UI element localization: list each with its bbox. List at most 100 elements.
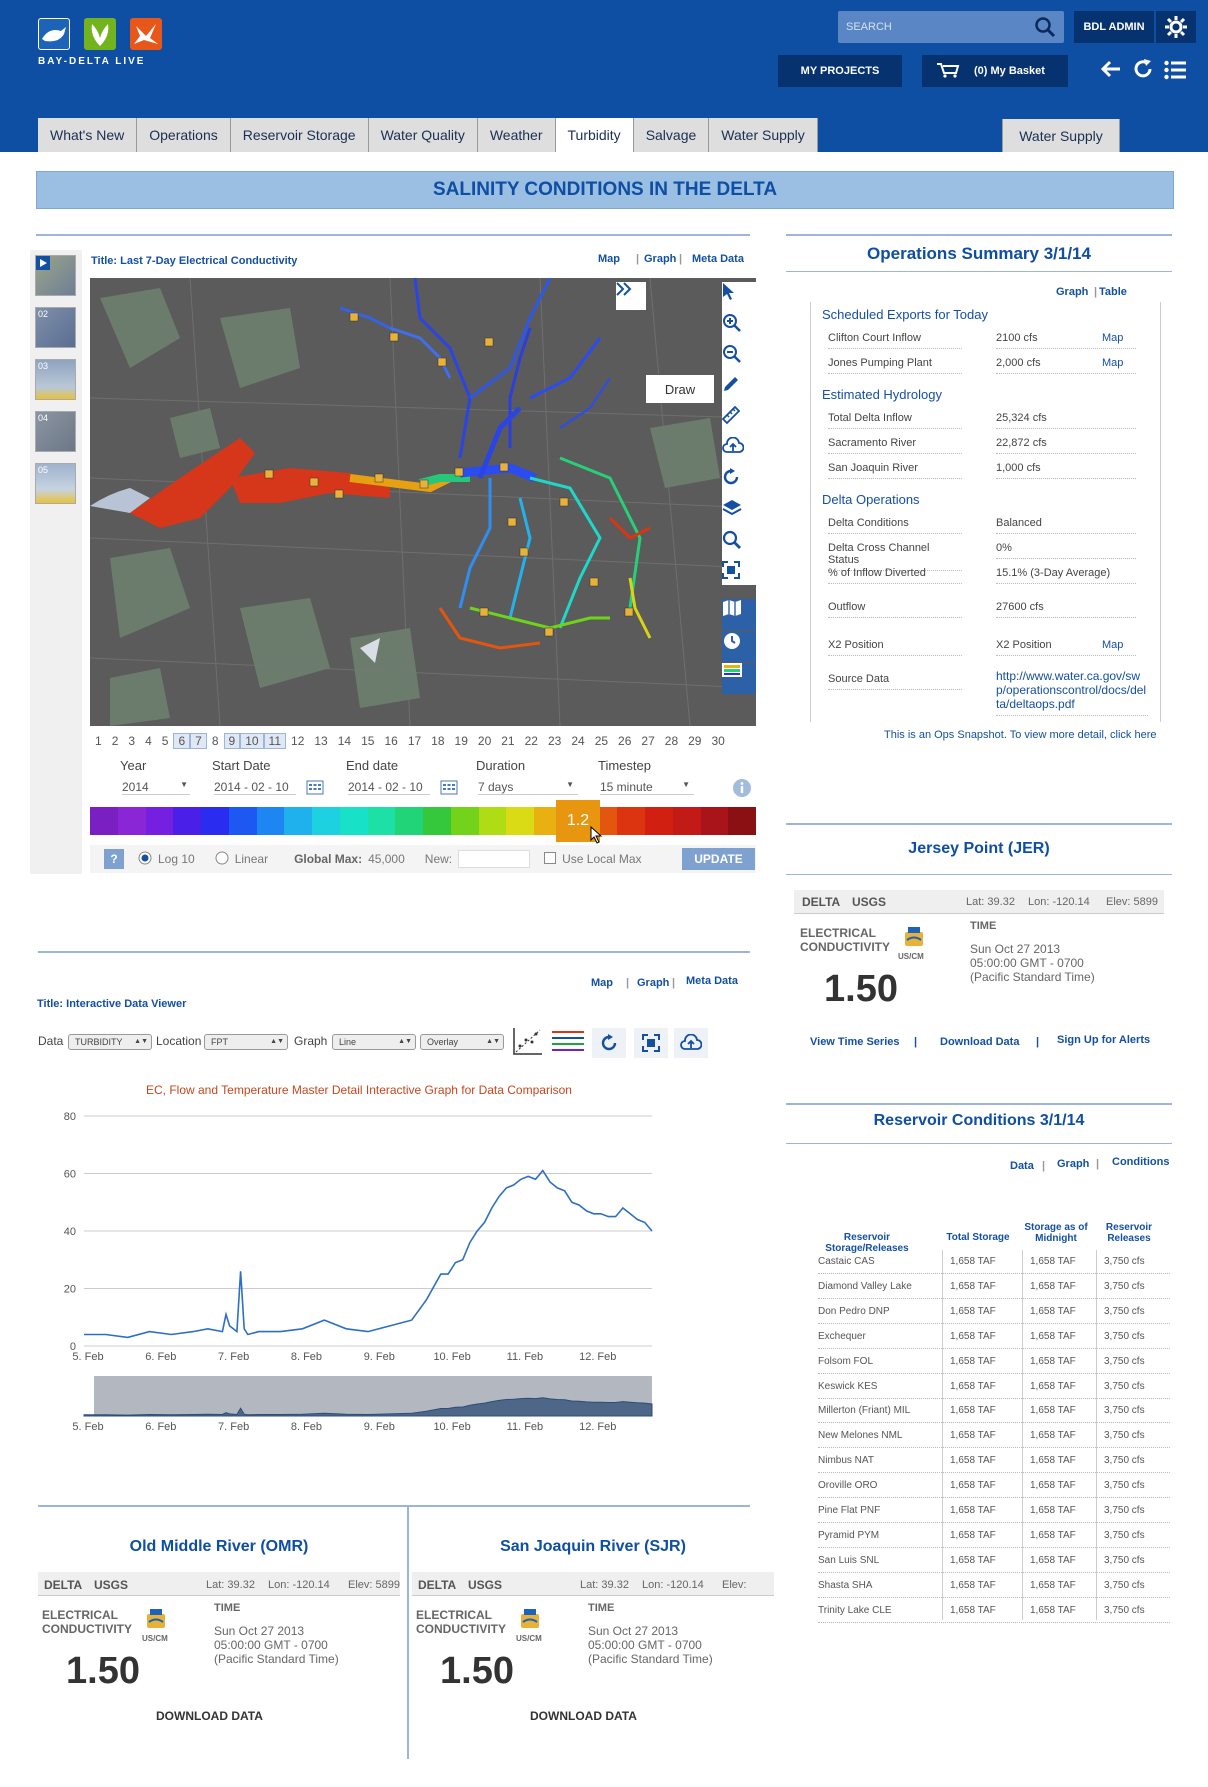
my-projects-button[interactable]: MY PROJECTS xyxy=(778,55,902,87)
cloud-upload-icon[interactable] xyxy=(674,1028,708,1058)
day-10[interactable]: 10 xyxy=(240,733,264,749)
update-button[interactable]: UPDATE xyxy=(682,848,755,870)
day-8[interactable]: 8 xyxy=(211,734,219,748)
cloud-upload-icon[interactable] xyxy=(722,437,756,468)
series-lines-icon[interactable] xyxy=(550,1028,586,1061)
color-step[interactable] xyxy=(117,807,146,835)
color-step[interactable] xyxy=(478,807,507,835)
reservoir-graph-link[interactable]: Graph xyxy=(1057,1158,1090,1170)
tab-water-supply[interactable]: Water Supply xyxy=(709,118,818,152)
tab-turbidity[interactable]: Turbidity xyxy=(555,118,634,152)
color-step[interactable] xyxy=(312,807,340,835)
day-20[interactable]: 20 xyxy=(477,734,492,748)
color-step[interactable] xyxy=(395,807,423,835)
reservoir-conditions-link[interactable]: Conditions xyxy=(1112,1156,1170,1168)
color-step[interactable] xyxy=(672,807,701,835)
tab-weather[interactable]: Weather xyxy=(477,118,556,152)
color-step[interactable] xyxy=(617,807,645,835)
map-link[interactable]: Map xyxy=(598,253,620,265)
graph-type-select[interactable]: Line ▲▼ xyxy=(332,1034,416,1050)
day-29[interactable]: 29 xyxy=(688,734,702,748)
ops-row-map-link[interactable]: Map xyxy=(1102,357,1124,369)
search-input[interactable] xyxy=(846,17,1026,37)
day-2[interactable]: 2 xyxy=(111,734,119,748)
map-thumbnail-01[interactable] xyxy=(35,255,76,296)
reset-rotate-icon[interactable] xyxy=(722,468,756,499)
basemap-icon[interactable] xyxy=(722,599,756,630)
day-7[interactable]: 7 xyxy=(190,733,207,749)
color-step[interactable] xyxy=(145,807,174,835)
sign-up-alerts-link[interactable]: Sign Up for Alerts xyxy=(1057,1034,1151,1046)
map-thumbnail-02[interactable]: 02 xyxy=(35,307,76,348)
day-11[interactable]: 11 xyxy=(263,733,287,749)
viewer-meta-link[interactable]: Meta Data xyxy=(686,975,738,987)
legend-colorbar-icon[interactable] xyxy=(722,663,756,694)
color-step[interactable] xyxy=(228,807,257,835)
settings-gear-icon[interactable] xyxy=(1156,11,1196,43)
color-step[interactable] xyxy=(645,807,673,835)
day-27[interactable]: 27 xyxy=(641,734,655,748)
pointer-tool-icon[interactable] xyxy=(722,282,756,313)
overlay-select[interactable]: Overlay ▲▼ xyxy=(420,1034,504,1050)
day-6[interactable]: 6 xyxy=(173,733,191,749)
fullscreen-icon[interactable] xyxy=(722,561,756,585)
series-line[interactable] xyxy=(84,1169,653,1339)
zoom-in-icon[interactable] xyxy=(722,313,756,344)
ops-row-map-link[interactable]: Map xyxy=(1102,332,1124,344)
reservoir-data-link[interactable]: Data xyxy=(1010,1160,1034,1172)
help-button[interactable]: ? xyxy=(104,849,124,869)
layers-icon[interactable] xyxy=(722,499,756,530)
ops-table-link[interactable]: Table xyxy=(1099,286,1127,298)
color-step[interactable] xyxy=(173,807,201,835)
tab-reservoir-storage[interactable]: Reservoir Storage xyxy=(230,118,369,152)
refresh-icon[interactable] xyxy=(1132,58,1154,85)
location-select[interactable]: FPT ▲▼ xyxy=(204,1034,288,1050)
value-marker[interactable]: 1.2 xyxy=(556,800,600,842)
log-radio[interactable] xyxy=(138,851,152,868)
calendar-icon[interactable] xyxy=(306,779,324,800)
scatter-plot-icon[interactable] xyxy=(512,1026,544,1061)
tab-operations[interactable]: Operations xyxy=(137,118,231,152)
local-max-checkbox[interactable] xyxy=(544,851,557,867)
timestep-select[interactable]: 15 minute ▼ xyxy=(600,780,694,795)
color-step[interactable] xyxy=(284,807,312,835)
ops-row-map-link[interactable]: Map xyxy=(1102,639,1124,651)
day-30[interactable]: 30 xyxy=(711,734,725,748)
basket-button[interactable]: (0) My Basket xyxy=(922,55,1068,87)
map-thumbnail-04[interactable]: 04 xyxy=(35,411,76,452)
day-14[interactable]: 14 xyxy=(337,734,352,748)
color-step[interactable] xyxy=(339,807,368,835)
tab-whats-new[interactable]: What's New xyxy=(38,118,138,152)
ops-footnote-link[interactable]: This is an Ops Snapshot. To view more de… xyxy=(884,729,1157,741)
user-menu-button[interactable]: BDL ADMIN xyxy=(1074,11,1154,43)
day-26[interactable]: 26 xyxy=(618,734,632,748)
day-13[interactable]: 13 xyxy=(314,734,328,748)
info-icon[interactable] xyxy=(732,778,752,803)
download-data-link[interactable]: Download Data xyxy=(940,1036,1020,1048)
color-step[interactable] xyxy=(450,807,479,835)
download-data-button[interactable]: DOWNLOAD DATA xyxy=(530,1709,637,1723)
day-17[interactable]: 17 xyxy=(407,734,422,748)
site-logo[interactable]: BAY-DELTA LIVE xyxy=(38,18,162,70)
map-thumbnail-03[interactable]: 03 xyxy=(35,359,76,400)
day-24[interactable]: 24 xyxy=(571,734,585,748)
list-menu-icon[interactable] xyxy=(1164,60,1186,85)
day-28[interactable]: 28 xyxy=(664,734,679,748)
back-arrow-icon[interactable] xyxy=(1100,58,1122,85)
end-date-input[interactable]: 2014 - 02 - 10 xyxy=(348,780,430,795)
measure-ruler-icon[interactable] xyxy=(722,406,756,437)
year-select[interactable]: 2014 ▼ xyxy=(122,780,190,795)
tab-salvage[interactable]: Salvage xyxy=(633,118,710,152)
meta-data-link[interactable]: Meta Data xyxy=(692,253,744,265)
day-22[interactable]: 22 xyxy=(524,734,538,748)
day-16[interactable]: 16 xyxy=(384,734,398,748)
color-step[interactable] xyxy=(201,807,229,835)
day-4[interactable]: 4 xyxy=(145,734,152,748)
duration-select[interactable]: 7 days ▼ xyxy=(478,780,578,795)
day-18[interactable]: 18 xyxy=(431,734,445,748)
linear-radio[interactable] xyxy=(215,851,229,868)
new-max-input[interactable] xyxy=(458,850,531,868)
source-data-link[interactable]: http://www.water.ca.gov/swp/operationsco… xyxy=(996,669,1148,716)
tab-water-quality[interactable]: Water Quality xyxy=(368,118,478,152)
graph-link[interactable]: Graph xyxy=(644,253,677,265)
